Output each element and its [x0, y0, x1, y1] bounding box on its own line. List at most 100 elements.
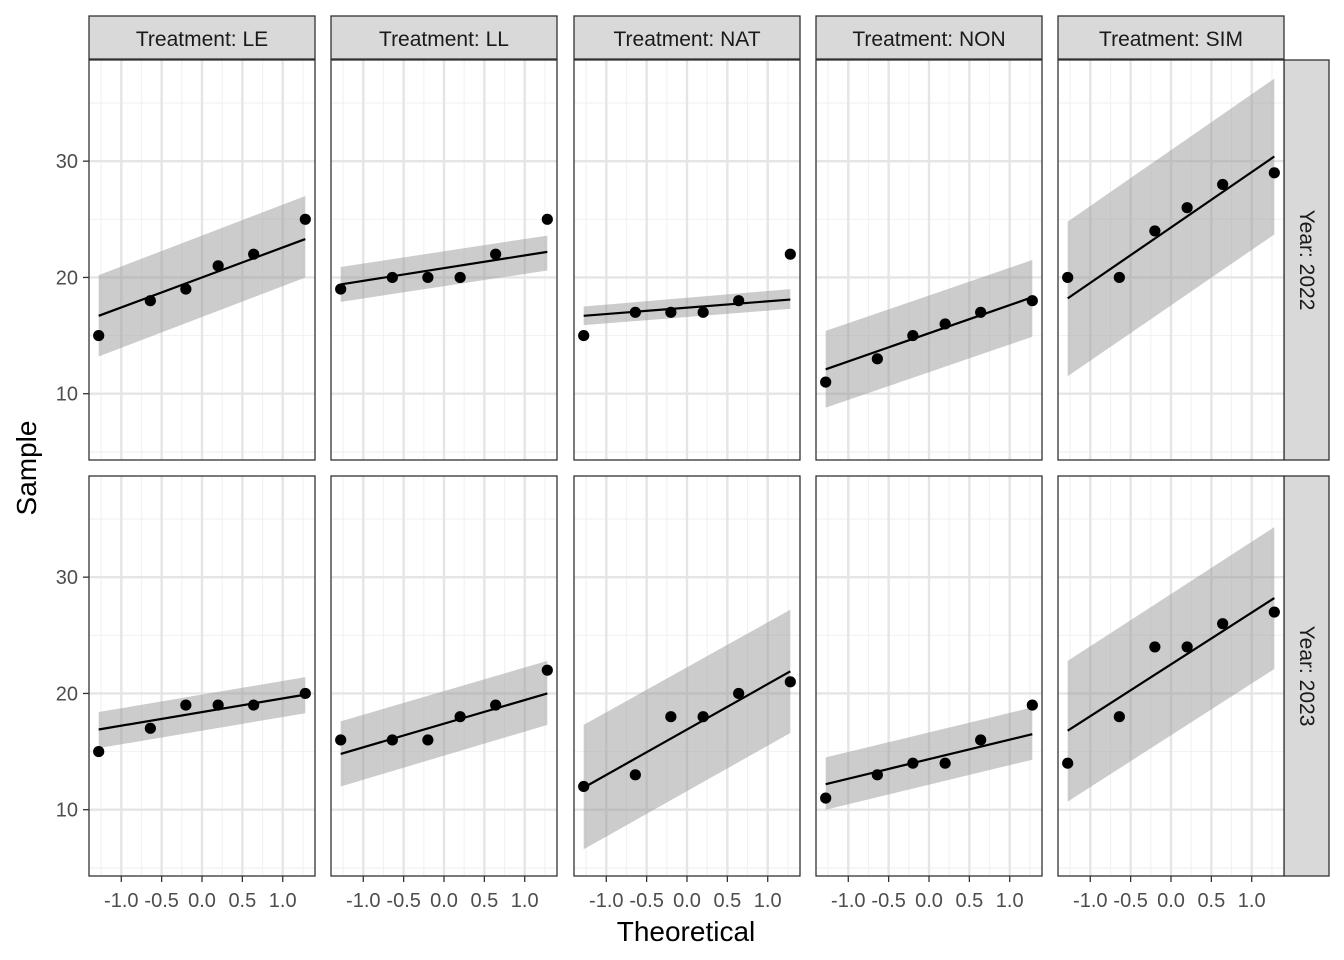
data-point: [248, 699, 260, 711]
x-tick-label: 1.0: [754, 890, 782, 912]
x-tick-label: -1.0: [1073, 890, 1107, 912]
panel-border: [573, 59, 801, 461]
x-tick-label: -1.0: [831, 890, 865, 912]
x-tick-label: -1.0: [589, 890, 623, 912]
data-point: [733, 295, 745, 307]
data-point: [422, 271, 434, 284]
panel-border: [815, 59, 1043, 461]
facet-panel: -1.0 -0.5 0.0 0.5 1.0: [1057, 475, 1285, 912]
data-point: [180, 699, 192, 711]
x-tick-label: 0.5: [228, 890, 256, 912]
data-point: [665, 711, 677, 723]
panels-layer: Treatment: LE Treatment: LL Treatment: NAT…: [56, 15, 1330, 912]
data-point: [386, 271, 398, 284]
data-point: [1062, 271, 1074, 284]
data-point: [907, 757, 919, 769]
qq-reference-line: [583, 670, 791, 789]
data-point: [541, 664, 553, 676]
x-tick-label: -0.5: [1113, 890, 1147, 912]
qq-reference-line: [1067, 597, 1275, 732]
x-tick-label: 0.0: [915, 890, 943, 912]
column-strip-label: Treatment: SIM: [1099, 28, 1243, 51]
data-point: [939, 757, 951, 769]
y-tick-label: 20: [56, 683, 78, 705]
x-axis-title: Theoretical: [617, 916, 756, 947]
x-tick-label: 0.0: [188, 890, 216, 912]
column-strip: [330, 15, 558, 60]
data-point: [93, 745, 105, 758]
data-point: [1026, 295, 1038, 307]
data-point: [697, 711, 709, 723]
x-tick-label: -0.5: [629, 890, 663, 912]
qq-reference-line: [340, 250, 548, 286]
data-point: [975, 734, 987, 746]
data-point: [454, 271, 466, 284]
facet-panel: 10 20 30 -1.0 -0.5 0.0 0.5 1.0: [56, 475, 316, 912]
panel-border: [88, 59, 316, 461]
facet-panel: [330, 59, 558, 461]
x-tick-label: 0.5: [1197, 890, 1225, 912]
facet-panel: 10 20 30: [56, 59, 316, 461]
y-tick-label: 30: [56, 151, 78, 173]
x-tick-label: 0.5: [713, 890, 741, 912]
data-point: [248, 248, 260, 260]
x-tick-label: 0.0: [430, 890, 458, 912]
y-tick-label: 10: [56, 800, 78, 822]
data-point: [939, 318, 951, 330]
data-point: [490, 699, 502, 711]
data-point: [1268, 167, 1280, 179]
data-point: [697, 306, 709, 318]
x-tick-label: 0.5: [955, 890, 983, 912]
x-tick-label: -0.5: [386, 890, 420, 912]
facet-panel: [815, 59, 1043, 461]
x-tick-label: 1.0: [996, 890, 1024, 912]
qq-reference-line: [340, 692, 548, 755]
data-point: [180, 283, 192, 295]
data-point: [1026, 699, 1038, 711]
y-tick-label: 30: [56, 567, 78, 589]
data-point: [820, 792, 832, 804]
column-strip: [815, 15, 1043, 60]
facet-panel: [1057, 59, 1285, 461]
data-point: [144, 295, 156, 307]
qq-reference-line: [583, 298, 791, 317]
data-point: [1217, 618, 1229, 630]
data-point: [629, 306, 641, 318]
data-point: [1113, 271, 1125, 284]
data-point: [454, 711, 466, 723]
data-point: [1062, 757, 1074, 769]
data-point: [1181, 641, 1193, 653]
data-point: [871, 353, 883, 365]
data-point: [212, 699, 224, 711]
data-point: [907, 329, 919, 342]
row-strip-label: Year: 2023: [1295, 626, 1318, 727]
data-point: [299, 687, 311, 700]
column-strip: [88, 15, 316, 60]
row-strip-label: Year: 2022: [1295, 210, 1318, 311]
row-strip: [1283, 475, 1330, 877]
data-point: [733, 687, 745, 700]
data-point: [871, 769, 883, 781]
data-point: [299, 213, 311, 225]
x-tick-label: -1.0: [104, 890, 138, 912]
panel-border: [1057, 59, 1285, 461]
x-tick-label: -1.0: [346, 890, 380, 912]
row-strip: [1283, 59, 1330, 461]
column-strip-label: Treatment: LL: [379, 28, 509, 51]
y-tick-label: 20: [56, 267, 78, 289]
data-point: [93, 329, 105, 342]
x-tick-label: 1.0: [269, 890, 297, 912]
data-point: [578, 780, 590, 793]
data-point: [335, 283, 347, 295]
facet-panel: [573, 59, 801, 461]
data-point: [422, 734, 434, 746]
data-point: [784, 248, 796, 260]
qq-reference-line: [1067, 155, 1275, 300]
data-point: [335, 734, 347, 746]
column-strip-label: Treatment: LE: [136, 28, 268, 51]
data-point: [1268, 606, 1280, 618]
qq-reference-line: [98, 238, 306, 317]
data-point: [578, 329, 590, 342]
data-point: [820, 376, 832, 388]
